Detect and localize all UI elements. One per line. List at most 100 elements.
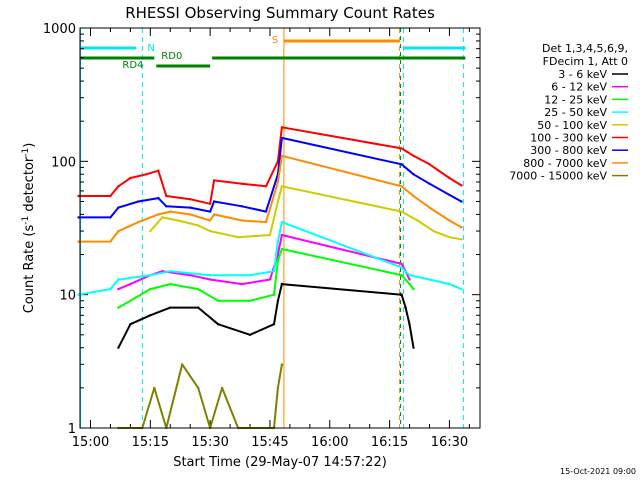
data-point <box>149 287 152 291</box>
data-point <box>161 216 164 219</box>
data-point <box>117 229 120 233</box>
data-point <box>240 282 244 286</box>
data-point <box>448 176 451 180</box>
legend-label-8: 7000 - 15000 keV <box>509 170 607 183</box>
data-point <box>216 299 220 302</box>
data-point <box>165 194 168 198</box>
series-line-0 <box>117 283 415 349</box>
data-point <box>169 210 172 213</box>
data-point <box>208 274 212 277</box>
y-tick-label: 1000 <box>43 22 76 37</box>
legend-label-6: 300 - 800 keV <box>530 144 607 157</box>
data-point <box>428 206 431 209</box>
data-point <box>157 169 160 172</box>
legend-header-line-2: FDecim 1, Att 0 <box>543 55 628 68</box>
data-point <box>460 226 463 229</box>
legend-label-0: 3 - 6 keV <box>558 68 607 81</box>
data-point <box>268 278 272 281</box>
data-point <box>117 306 120 309</box>
data-point <box>272 293 276 296</box>
data-point <box>137 220 140 224</box>
series-layer <box>77 126 463 430</box>
legend: Det 1,3,4,5,6,9, FDecim 1, Att 0 3 - 6 k… <box>509 42 628 183</box>
data-point <box>109 240 112 243</box>
data-point <box>400 274 403 277</box>
data-point <box>416 219 419 222</box>
data-point <box>212 179 216 182</box>
data-point <box>276 299 280 302</box>
data-point <box>216 323 220 326</box>
series-line-7 <box>78 154 462 243</box>
data-point <box>157 196 160 200</box>
y-axis-label-sup1: -1 <box>21 216 31 225</box>
data-point <box>248 274 252 277</box>
data-point <box>197 287 200 291</box>
data-point <box>280 233 284 237</box>
data-point <box>208 202 212 205</box>
y-tick-label: 1 <box>68 422 76 437</box>
data-point <box>248 333 252 336</box>
data-point <box>400 185 403 188</box>
data-point <box>137 200 140 203</box>
data-point <box>400 266 403 269</box>
data-point <box>428 182 431 185</box>
data-point <box>460 184 463 187</box>
data-point <box>264 210 268 213</box>
data-point <box>412 173 415 176</box>
data-point <box>77 240 80 243</box>
data-point <box>408 282 411 286</box>
legend-label-4: 50 - 100 keV <box>537 119 607 132</box>
x-tick-label: 15:45 <box>251 435 288 450</box>
data-point <box>77 194 80 198</box>
data-point <box>129 299 132 302</box>
data-point <box>189 206 192 209</box>
data-point <box>117 185 120 188</box>
data-point <box>432 229 435 233</box>
data-point <box>240 182 244 185</box>
data-point <box>240 205 244 208</box>
data-point <box>109 287 112 291</box>
data-point <box>212 200 216 203</box>
data-point <box>276 253 280 256</box>
data-point <box>412 154 415 157</box>
data-point <box>153 386 156 390</box>
series-line-6 <box>78 136 462 219</box>
data-point <box>448 282 451 286</box>
flag-label-n: N <box>147 43 154 54</box>
data-point <box>280 185 284 188</box>
data-point <box>236 236 240 239</box>
data-point <box>276 259 280 262</box>
x-axis-label: Start Time (29-May-07 14:57:22) <box>173 455 387 470</box>
data-point <box>400 262 403 266</box>
x-tick-label: 15:15 <box>132 435 169 450</box>
legend-label-1: 6 - 12 keV <box>551 81 607 94</box>
data-point <box>212 213 216 216</box>
x-tick-label: 15:30 <box>191 435 228 450</box>
data-point <box>276 240 280 243</box>
flag-label-rd4: RD4 <box>122 60 143 71</box>
flags-layer: N S RD0 RD4 <box>80 28 466 428</box>
data-point <box>280 363 284 366</box>
data-point <box>448 219 451 222</box>
data-point <box>129 176 132 180</box>
x-tick-label: 16:15 <box>371 435 408 450</box>
data-point <box>169 282 172 286</box>
data-point <box>412 287 415 291</box>
data-point <box>77 293 80 296</box>
data-point <box>428 163 431 166</box>
y-axis-label-mid: detector <box>22 156 37 216</box>
data-point <box>276 200 280 203</box>
data-point <box>181 363 184 366</box>
y-axis-label-main: Count Rate (s <box>22 225 37 314</box>
data-point <box>169 306 172 309</box>
data-point <box>189 274 192 277</box>
data-point <box>412 346 415 349</box>
data-point <box>460 287 463 291</box>
legend-header-line-1: Det 1,3,4,5,6,9, <box>542 42 628 55</box>
data-point <box>280 282 284 286</box>
data-point <box>448 236 451 239</box>
data-point <box>77 216 80 219</box>
data-point <box>400 293 403 296</box>
legend-label-3: 25 - 50 keV <box>544 106 607 119</box>
